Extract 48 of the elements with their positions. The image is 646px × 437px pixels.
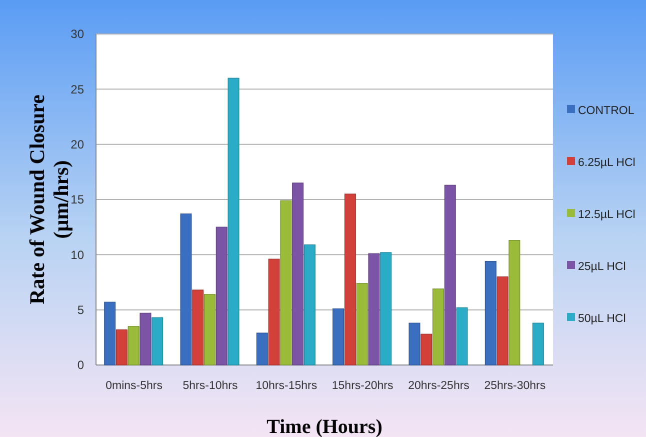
bar	[228, 78, 240, 366]
x-tick-label: 0mins-5hrs	[106, 380, 163, 392]
bar	[116, 329, 128, 366]
bar	[496, 276, 508, 366]
bar	[140, 312, 152, 366]
legend-label: 50µL HCl	[578, 313, 626, 326]
bar	[216, 226, 228, 366]
bar	[104, 302, 116, 366]
bar	[192, 290, 204, 366]
x-tick-label: 5hrs-10hrs	[182, 380, 238, 392]
x-tick-label: 10hrs-15hrs	[256, 380, 318, 392]
bar	[332, 308, 344, 366]
bar	[380, 252, 392, 366]
y-tick-label: 0	[77, 358, 84, 372]
y-tick-label: 5	[77, 303, 84, 318]
x-tick-label: 20hrs-25hrs	[408, 380, 470, 392]
bar	[180, 214, 192, 366]
y-tick-label: 15	[70, 192, 84, 207]
x-axis-title: Time (Hours)	[266, 416, 382, 437]
bar	[532, 322, 544, 366]
bar	[508, 240, 520, 366]
y-tick-label: 10	[70, 248, 84, 262]
bar	[356, 283, 368, 366]
bar	[484, 260, 496, 366]
legend-label: CONTROL	[578, 105, 635, 118]
bar	[420, 334, 432, 366]
bar	[444, 184, 456, 366]
bar	[368, 253, 380, 366]
bar	[456, 307, 468, 366]
y-tick-label: 30	[70, 27, 84, 42]
bar	[268, 258, 280, 366]
bar	[256, 332, 268, 366]
bar	[292, 182, 304, 366]
bar	[304, 244, 316, 366]
bar	[280, 200, 292, 366]
bar	[204, 294, 216, 366]
bar	[128, 326, 140, 366]
y-tick-label: 25	[70, 82, 84, 96]
x-tick-label: 25hrs-30hrs	[484, 380, 546, 392]
x-tick-label: 15hrs-20hrs	[332, 380, 394, 392]
bar	[432, 288, 444, 366]
bar	[408, 322, 420, 366]
bar	[344, 194, 356, 366]
bar	[152, 317, 164, 366]
legend-label: 25µL HCl	[578, 261, 626, 274]
legend-label: 6.25µL HCl	[578, 157, 636, 170]
y-tick-label: 20	[70, 138, 84, 152]
legend-label: 12.5µL HCl	[578, 209, 636, 222]
